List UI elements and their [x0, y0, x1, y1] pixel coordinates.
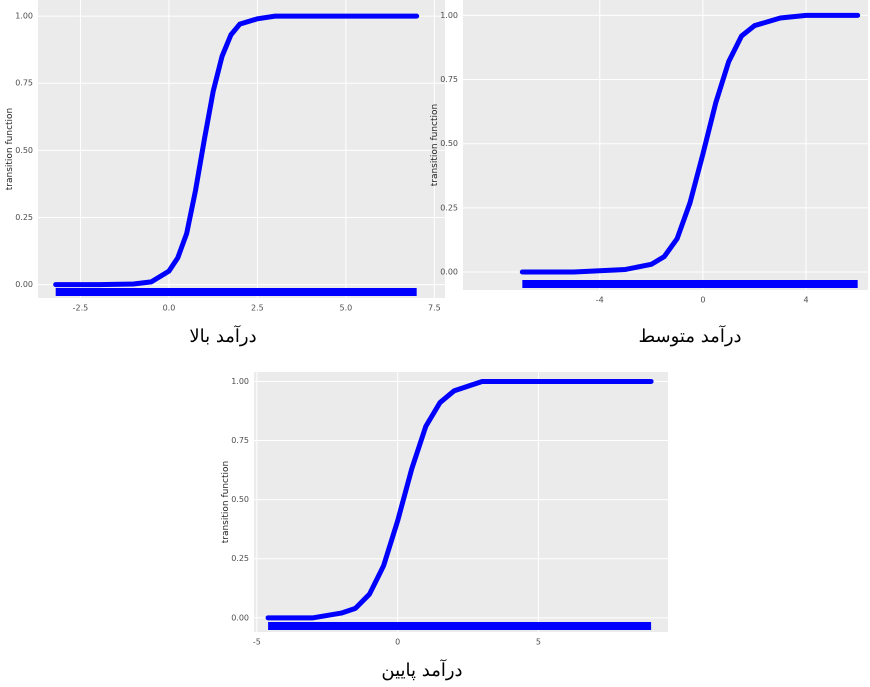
y-tick-label: 1.00 — [15, 12, 33, 21]
y-axis-label: transition function — [5, 108, 15, 191]
caption: درآمد پایین — [381, 659, 462, 681]
x-tick-label: 0.0 — [163, 304, 176, 313]
plot-panel — [38, 0, 445, 298]
x-tick-label: -5 — [253, 638, 261, 647]
y-tick-label: 1.00 — [231, 377, 249, 386]
x-tick-label: 4 — [804, 296, 809, 305]
y-tick-label: 0.75 — [15, 79, 33, 88]
x-tick-label: 2.5 — [251, 304, 264, 313]
plot-panel — [254, 372, 668, 632]
y-axis-label: transition function — [221, 461, 231, 544]
plot-panel — [463, 0, 868, 290]
rug — [522, 280, 857, 288]
rug — [56, 288, 417, 296]
y-tick-label: 1.00 — [440, 11, 458, 20]
y-tick-label: 0.75 — [440, 75, 458, 84]
x-tick-label: -2.5 — [73, 304, 89, 313]
x-tick-label: 0 — [395, 638, 400, 647]
y-tick-label: 0.50 — [231, 495, 249, 504]
caption: درآمد بالا — [189, 325, 256, 347]
y-tick-label: 0.50 — [440, 139, 458, 148]
y-tick-label: 0.25 — [440, 203, 458, 212]
x-tick-label: 7.5 — [428, 304, 441, 313]
x-tick-label: 5.0 — [340, 304, 353, 313]
figure: 0.00 0.25 0.50 0.75 1.00 -2.5 0.0 2.5 5.0 7.5 tran… — [0, 0, 870, 687]
y-axis-label: transition function — [430, 104, 440, 187]
y-tick-label: 0.25 — [15, 213, 33, 222]
x-tick-label: -4 — [596, 296, 604, 305]
y-tick-label: 0.25 — [231, 554, 249, 563]
caption: درآمد متوسط — [638, 325, 741, 347]
y-tick-label: 0.00 — [15, 280, 33, 289]
y-tick-label: 0.00 — [440, 268, 458, 277]
y-tick-label: 0.00 — [231, 613, 249, 622]
x-tick-label: 0 — [700, 296, 705, 305]
y-tick-label: 0.50 — [15, 146, 33, 155]
y-tick-label: 0.75 — [231, 436, 249, 445]
x-tick-label: 5 — [536, 638, 541, 647]
rug — [268, 622, 651, 630]
